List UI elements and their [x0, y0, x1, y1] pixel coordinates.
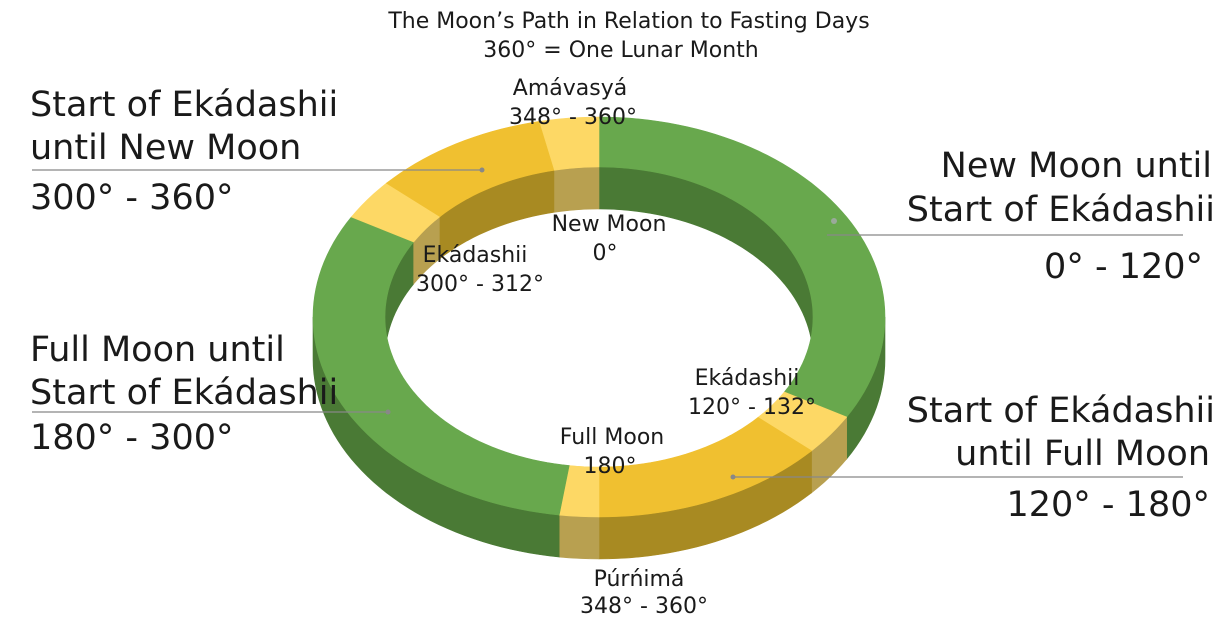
callout-ekadashi-to-full-line2: until Full Moon — [955, 434, 1210, 474]
leader-lines — [32, 167, 1183, 480]
callout-full-to-ekadashi-range: 180° - 300° — [30, 418, 234, 458]
callout-new-to-ekadashi-range: 0° - 120° — [1044, 247, 1203, 287]
label-amavasya-name: Amávasyá — [513, 76, 627, 101]
callout-ekadashi-to-full: Start of Ekádashii until Full Moon 120° … — [907, 391, 1215, 525]
callout-full-to-ekadashi-line2: Start of Ekádashii — [30, 373, 338, 413]
callout-new-to-ekadashi-line1: New Moon until — [941, 146, 1212, 186]
diagram-title-line2: 360° = One Lunar Month — [483, 38, 758, 63]
ring-segment-7-tithi — [539, 116, 600, 171]
callout-full-to-ekadashi: Full Moon until Start of Ekádashii 180° … — [30, 330, 338, 458]
callout-new-to-ekadashi: New Moon until Start of Ekádashii 0° - 1… — [907, 146, 1215, 287]
label-amavasya: Amávasyá 348° - 360° — [509, 76, 637, 130]
lunar-ring — [312, 116, 886, 560]
label-ekadashi-300: Ekádashii 300° - 312° — [416, 243, 544, 297]
label-amavasya-range: 348° - 360° — [509, 105, 637, 130]
label-ekadashi-120-range: 120° - 132° — [688, 395, 816, 420]
callout-ekadashi-to-full-range: 120° - 180° — [1007, 485, 1211, 525]
label-new-moon-name: New Moon — [552, 212, 667, 237]
leader-dot-full-to-ekadashi — [385, 409, 391, 415]
label-purnima: Púrńimá 348° - 360° — [580, 567, 708, 619]
leader-dot-new-to-ekadashi — [831, 218, 837, 224]
label-ekadashi-300-range: 300° - 312° — [416, 272, 544, 297]
label-ekadashi-120: Ekádashii 120° - 132° — [688, 366, 816, 420]
callout-ekadashi-to-new-line2: until New Moon — [30, 128, 301, 168]
label-ekadashi-120-name: Ekádashii — [695, 366, 800, 391]
callout-ekadashi-to-new-line1: Start of Ekádashii — [30, 85, 338, 125]
label-full-moon-deg: 180° — [584, 454, 637, 479]
label-full-moon-name: Full Moon — [560, 425, 664, 450]
outer-wall-3 — [558, 514, 600, 560]
inner-wall-7-1 — [554, 166, 600, 213]
label-purnima-range: 348° - 360° — [580, 594, 708, 619]
leader-dot-ekadashi-to-new — [479, 167, 485, 173]
label-full-moon: Full Moon 180° — [560, 425, 664, 479]
label-new-moon: New Moon 0° — [552, 212, 667, 266]
callout-ekadashi-to-new-range: 300° - 360° — [30, 178, 234, 218]
callout-full-to-ekadashi-line1: Full Moon until — [30, 330, 285, 370]
label-new-moon-deg: 0° — [593, 241, 618, 266]
callout-ekadashi-to-full-line1: Start of Ekádashii — [907, 391, 1215, 431]
label-purnima-name: Púrńimá — [594, 567, 685, 592]
callout-ekadashi-to-new: Start of Ekádashii until New Moon 300° -… — [30, 85, 338, 218]
diagram-title-line1: The Moon’s Path in Relation to Fasting D… — [387, 9, 869, 34]
leader-dot-ekadashi-to-full — [730, 474, 736, 480]
callout-new-to-ekadashi-line2: Start of Ekádashii — [907, 190, 1215, 230]
label-ekadashi-300-name: Ekádashii — [423, 243, 528, 268]
